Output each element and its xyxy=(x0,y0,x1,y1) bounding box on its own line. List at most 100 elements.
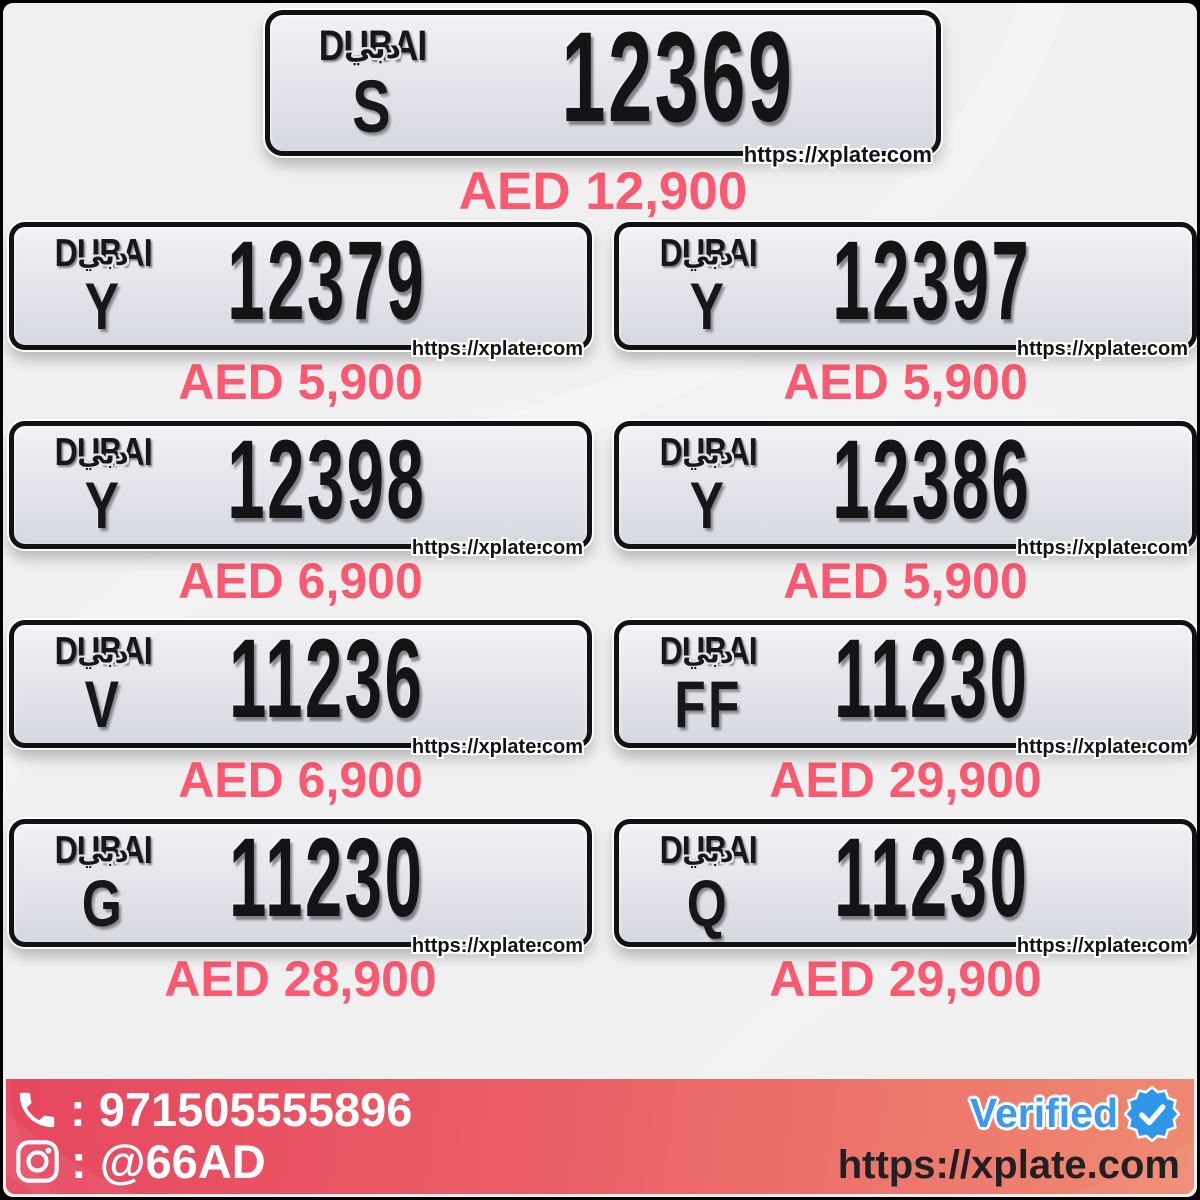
license-plate: DUBAI دبي G 11230 https://xplate.com xyxy=(9,815,592,957)
license-plate: DUBAI دبي Y 12397 https://xplate.com xyxy=(614,218,1197,360)
plate-left-block: DUBAI دبي Y xyxy=(633,431,783,542)
plate-watermark: https://xplate.com xyxy=(1016,537,1188,559)
plate-watermark: https://xplate.com xyxy=(743,142,932,167)
phone-number: : 971505555896 xyxy=(70,1083,413,1137)
plate-left-block: DUBAI دبي Y xyxy=(28,433,178,538)
plate-code: G xyxy=(81,866,125,940)
poster-canvas: DUBAI دبي S 12369 https://xplate.com AED… xyxy=(3,3,1197,1197)
plate-left-block: DUBAI دبي FF xyxy=(633,630,783,741)
instagram-row: : @66AD xyxy=(14,1136,412,1188)
plate-watermark: https://xplate.com xyxy=(411,736,583,758)
dubai-logo: DUBAI دبي xyxy=(307,25,438,68)
plate-price: AED 12,900 xyxy=(458,162,748,221)
city-name-arabic: دبي xyxy=(77,240,129,272)
plate-code: V xyxy=(84,667,122,741)
plate-code: Q xyxy=(686,866,730,940)
plate-listing: DUBAI دبي V 11236 https://xplate.com AED… xyxy=(9,620,592,805)
plate-listing: DUBAI دبي FF 11230 https://xplate.com AE… xyxy=(614,620,1197,805)
city-name: DUBAI xyxy=(54,431,152,474)
plate-left-block: DUBAI دبي V xyxy=(28,630,178,741)
dubai-logo: DUBAI دبي xyxy=(649,234,768,273)
plate-price: AED 6,900 xyxy=(178,553,423,609)
license-plate: DUBAI دبي S 12369 https://xplate.com xyxy=(265,6,941,167)
city-name-arabic: دبي xyxy=(682,837,734,869)
city-name-arabic: دبي xyxy=(77,837,129,869)
plate-number-area: 11230 xyxy=(679,822,1184,934)
plate-price: AED 5,900 xyxy=(783,354,1028,410)
verified-badge-icon xyxy=(1124,1085,1180,1142)
instagram-handle: : @66AD xyxy=(71,1134,266,1188)
license-plate: DUBAI دبي Y 12386 https://xplate.com xyxy=(614,417,1197,559)
plate-left-block: DUBAI دبي G xyxy=(28,831,178,940)
license-plate: DUBAI دبي Y 12398 https://xplate.com xyxy=(9,417,592,559)
phone-icon xyxy=(19,1092,55,1127)
city-name: DUBAI xyxy=(54,630,152,673)
plate-price: AED 6,900 xyxy=(178,752,423,808)
plate-code: FF xyxy=(674,667,742,741)
city-name: DUBAI xyxy=(54,232,152,275)
plate-number: 12379 xyxy=(227,218,426,343)
plate-left-block: DUBAI دبي Y xyxy=(28,234,178,343)
dubai-logo: DUBAI دبي xyxy=(44,831,163,870)
plate-number-area: 11230 xyxy=(74,815,579,940)
plate-number: 12398 xyxy=(227,417,426,542)
city-name: DUBAI xyxy=(318,22,427,70)
plate-number-area: 12379 xyxy=(74,218,579,343)
license-plate: DUBAI دبي Q 11230 https://xplate.com xyxy=(614,819,1197,957)
contact-block: : 971505555896 : @66AD xyxy=(14,1084,412,1187)
plate-listing: DUBAI دبي G 11230 https://xplate.com AED… xyxy=(9,819,592,1004)
plate-price: AED 28,900 xyxy=(164,951,437,1007)
plate-watermark: https://xplate.com xyxy=(1016,338,1188,360)
website-url: https://xplate.com xyxy=(837,1142,1180,1187)
plate-number-area: 12398 xyxy=(74,417,579,542)
plate-left-block: DUBAI دبي Q xyxy=(633,831,783,940)
verified-label: Verified xyxy=(969,1090,1118,1136)
plate-watermark: https://xplate.com xyxy=(411,537,583,559)
plate-number: 11230 xyxy=(228,815,425,940)
plate-number: 12397 xyxy=(832,218,1031,343)
plate-code: Y xyxy=(84,269,122,343)
plate-number-area: 11230 xyxy=(679,616,1184,741)
plate-number-area: 11236 xyxy=(74,616,579,741)
dubai-logo: DUBAI دبي xyxy=(44,433,163,472)
plate-price: AED 29,900 xyxy=(769,951,1042,1007)
verified-row: Verified xyxy=(969,1085,1180,1142)
plate-number: 12369 xyxy=(561,6,795,149)
license-plate: DUBAI دبي Y 12379 https://xplate.com xyxy=(9,218,592,360)
plate-number-area: 12397 xyxy=(679,218,1184,343)
city-name-arabic: دبي xyxy=(343,31,401,67)
license-plate: DUBAI دبي V 11236 https://xplate.com xyxy=(9,616,592,758)
plate-code: Y xyxy=(689,269,727,343)
plate-code: S xyxy=(352,65,393,148)
plate-listing: DUBAI دبي Y 12398 https://xplate.com AED… xyxy=(9,421,592,606)
plate-watermark: https://xplate.com xyxy=(411,935,583,957)
city-name-arabic: دبي xyxy=(682,240,734,272)
brand-block: Verified https://xplate.com xyxy=(838,1084,1180,1187)
city-name-arabic: دبي xyxy=(77,638,129,670)
plate-number: 11236 xyxy=(228,616,425,741)
dubai-logo: DUBAI دبي xyxy=(649,831,768,870)
plate-code: Y xyxy=(689,468,727,542)
city-name: DUBAI xyxy=(659,232,757,275)
plate-watermark: https://xplate.com xyxy=(1016,736,1188,758)
plate-price: AED 29,900 xyxy=(769,752,1042,808)
city-name-arabic: دبي xyxy=(682,439,734,471)
dubai-logo: DUBAI دبي xyxy=(44,234,163,273)
plate-watermark: https://xplate.com xyxy=(1016,935,1188,957)
footer-bar: : 971505555896 : @66AD Verified xyxy=(6,1079,1194,1194)
plate-listing: DUBAI دبي Q 11230 https://xplate.com AED… xyxy=(614,819,1197,1004)
city-name-arabic: دبي xyxy=(682,638,734,670)
plate-number: 12386 xyxy=(832,417,1031,542)
plate-number: 11230 xyxy=(833,616,1030,741)
city-name: DUBAI xyxy=(659,431,757,474)
plate-watermark: https://xplate.com xyxy=(411,338,583,360)
city-name: DUBAI xyxy=(659,630,757,673)
plate-price: AED 5,900 xyxy=(783,553,1028,609)
license-plate: DUBAI دبي FF 11230 https://xplate.com xyxy=(614,616,1197,758)
plate-left-block: DUBAI دبي Y xyxy=(633,234,783,343)
featured-plate-section: DUBAI دبي S 12369 https://xplate.com AED… xyxy=(265,10,941,218)
plate-listing: DUBAI دبي Y 12379 https://xplate.com AED… xyxy=(9,222,592,407)
plate-listing: DUBAI دبي Y 12397 https://xplate.com AED… xyxy=(614,222,1197,407)
city-name: DUBAI xyxy=(54,829,152,872)
